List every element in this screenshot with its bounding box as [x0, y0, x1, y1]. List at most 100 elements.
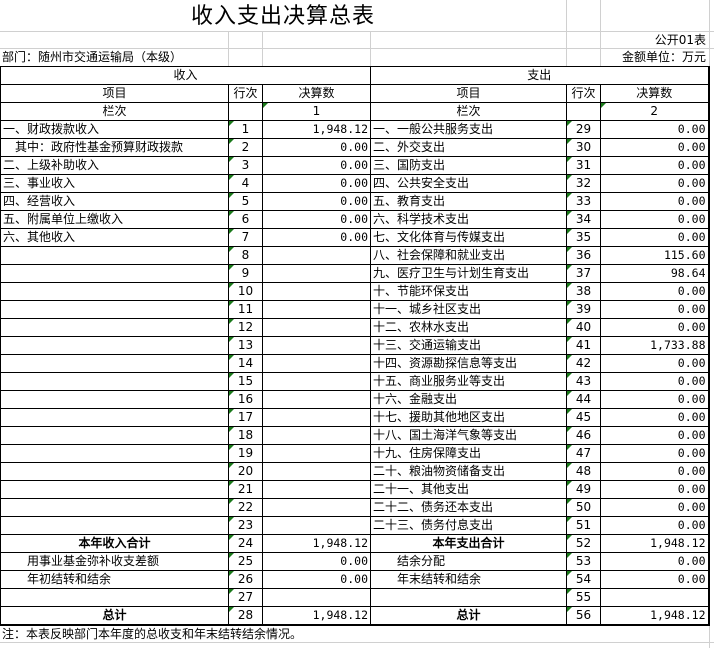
expense-line-no: 48: [566, 462, 601, 481]
income-item: 五、附属单位上缴收入: [0, 210, 229, 229]
income-amount: 0.00: [262, 570, 371, 589]
expense-item: 六、科学技术支出: [370, 210, 567, 229]
table-row: 15 十五、商业服务业等支出 43 0.00: [0, 372, 709, 391]
income-amount: [262, 246, 371, 265]
col-line: 行次: [228, 84, 263, 103]
table-row: 10 十、节能环保支出 38 0.00: [0, 282, 709, 301]
expense-line-no: 51: [566, 516, 601, 535]
income-item: 二、上级补助收入: [0, 156, 229, 175]
expense-item: 十一、城乡社区支出: [370, 300, 567, 319]
income-amount: [262, 372, 371, 391]
expense-item: 十四、资源勘探信息等支出: [370, 354, 567, 373]
income-line-no: 25: [228, 552, 263, 571]
income-item: 一、财政拨款收入: [0, 120, 229, 139]
income-item: [0, 390, 229, 409]
expense-amount: 98.64: [600, 264, 709, 283]
income-amount: [262, 516, 371, 535]
income-amount: [262, 444, 371, 463]
expense-line-no: 40: [566, 318, 601, 337]
expense-line-no: 42: [566, 354, 601, 373]
expense-amount: 0.00: [600, 156, 709, 175]
expense-line-no: 37: [566, 264, 601, 283]
income-item: 用事业基金弥补收支差额: [0, 552, 229, 571]
income-amount: [262, 480, 371, 499]
income-amount: [262, 588, 371, 607]
income-item: [0, 318, 229, 337]
expense-item: 五、教育支出: [370, 192, 567, 211]
col-line: 行次: [566, 84, 601, 103]
expense-amount: 0.00: [600, 300, 709, 319]
expense-item: 八、社会保障和就业支出: [370, 246, 567, 265]
expense-amount: 1,948.12: [600, 606, 709, 626]
income-item: [0, 480, 229, 499]
table-row: 用事业基金弥补收支差额 25 0.00 结余分配 53 0.00: [0, 552, 709, 571]
empty-cell: [566, 102, 601, 121]
expense-item: 十六、金融支出: [370, 390, 567, 409]
expense-amount: 0.00: [600, 552, 709, 571]
income-line-no: 11: [228, 300, 263, 319]
income-item: [0, 588, 229, 607]
income-item: 年初结转和结余: [0, 570, 229, 589]
income-item: [0, 336, 229, 355]
empty-cell: [228, 102, 263, 121]
income-amount: [262, 462, 371, 481]
col-amount: 决算数: [262, 84, 371, 103]
expense-amount: 0.00: [600, 318, 709, 337]
expense-item: 九、医疗卫生与计划生育支出: [370, 264, 567, 283]
expense-item: 十九、住房保障支出: [370, 444, 567, 463]
expense-amount: 0.00: [600, 354, 709, 373]
table-row: 23 二十三、债务付息支出 51 0.00: [0, 516, 709, 535]
expense-amount: 0.00: [600, 480, 709, 499]
income-amount: [262, 300, 371, 319]
income-line-no: 17: [228, 408, 263, 427]
income-line-no: 14: [228, 354, 263, 373]
income-line-no: 7: [228, 228, 263, 247]
income-amount: 1,948.12: [262, 534, 371, 553]
table-row: 9 九、医疗卫生与计划生育支出 37 98.64: [0, 264, 709, 283]
income-line-no: 4: [228, 174, 263, 193]
income-item: [0, 444, 229, 463]
expense-item: 年末结转和结余: [370, 570, 567, 589]
expense-amount: 1,948.12: [600, 534, 709, 553]
income-item: [0, 372, 229, 391]
income-line-no: 8: [228, 246, 263, 265]
income-amount: 0.00: [262, 228, 371, 247]
income-line-no: 1: [228, 120, 263, 139]
expense-line-no: 33: [566, 192, 601, 211]
expense-line-no: 34: [566, 210, 601, 229]
expense-item: 十八、国土海洋气象等支出: [370, 426, 567, 445]
income-item: [0, 264, 229, 283]
income-line-no: 19: [228, 444, 263, 463]
expense-amount: [600, 588, 709, 607]
table-row: 17 十七、援助其他地区支出 45 0.00: [0, 408, 709, 427]
expense-amount: 0.00: [600, 570, 709, 589]
expense-line-no: 38: [566, 282, 601, 301]
income-item: [0, 462, 229, 481]
income-amount: 0.00: [262, 156, 371, 175]
income-line-no: 12: [228, 318, 263, 337]
expense-item: 十、节能环保支出: [370, 282, 567, 301]
expense-item: 七、文化体育与传媒支出: [370, 228, 567, 247]
expense-line-no: 50: [566, 498, 601, 517]
income-item: [0, 498, 229, 517]
income-amount: [262, 318, 371, 337]
expense-amount: 0.00: [600, 372, 709, 391]
income-amount: 0.00: [262, 138, 371, 157]
table-row: 五、附属单位上缴收入 6 0.00 六、科学技术支出 34 0.00: [0, 210, 709, 229]
income-line-no: 22: [228, 498, 263, 517]
expense-line-no: 45: [566, 408, 601, 427]
table-row: 本年收入合计 24 1,948.12 本年支出合计 52 1,948.12: [0, 534, 709, 553]
income-line-no: 20: [228, 462, 263, 481]
expense-item: 结余分配: [370, 552, 567, 571]
income-line-no: 6: [228, 210, 263, 229]
expense-line-no: 32: [566, 174, 601, 193]
table-row: 8 八、社会保障和就业支出 36 115.60: [0, 246, 709, 265]
income-amount: [262, 408, 371, 427]
expense-amount: 0.00: [600, 498, 709, 517]
col-item: 项目: [0, 84, 229, 103]
expense-item: 十二、农林水支出: [370, 318, 567, 337]
table-row: 12 十二、农林水支出 40 0.00: [0, 318, 709, 337]
expense-item: 三、国防支出: [370, 156, 567, 175]
expense-item: 十三、交通运输支出: [370, 336, 567, 355]
income-amount: [262, 264, 371, 283]
